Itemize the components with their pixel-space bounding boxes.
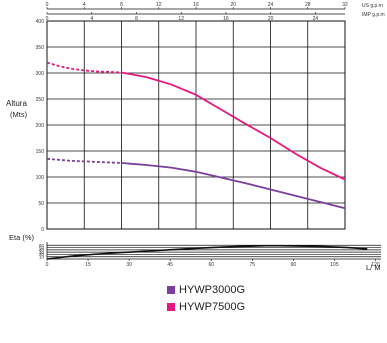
series-dashed-hywp3000g (46, 157, 122, 164)
y-tick-label: 200 (36, 123, 45, 129)
axis-labels: US g.p.m IMP g.p.m Altura (Mts) Eta (%) L/ M (6, 3, 385, 272)
eff-y-tick-label: 40 (39, 248, 45, 253)
top-axis-imp-tick-label: 8 (135, 16, 138, 22)
legend-swatch (167, 303, 175, 311)
y-axis-title: Altura (6, 99, 27, 108)
top-axis-imp-label: IMP g.p.m (362, 12, 385, 18)
x-tick-label: 15 (85, 262, 91, 268)
top-axis-us-tick-label: 16 (193, 2, 199, 8)
y-tick-label: 250 (36, 97, 45, 103)
legend-label: HYWP3000G (179, 284, 246, 296)
top-axis-us-tick-label: 4 (83, 2, 86, 8)
efficiency-series (46, 244, 368, 260)
top-axis-imp-tick-label: 24 (313, 16, 319, 22)
series-line-hywp3000g (121, 162, 346, 210)
eff-y-tick-label: 20 (39, 252, 45, 257)
top-axis-us-tick-label: 12 (156, 2, 162, 8)
eff-y-tick-label: 30 (39, 250, 45, 255)
y-tick-label: 400 (36, 19, 45, 25)
legend-label: HYWP7500G (179, 301, 246, 313)
x-tick-label: 90 (291, 262, 297, 268)
top-axis-imp-tick-label: 0 (46, 16, 49, 22)
x-tick-label: 105 (330, 262, 339, 268)
top-axis-imp-tick-label: 12 (178, 16, 184, 22)
top-axis-us-tick-label: 32 (342, 2, 348, 8)
x-axis-title: L/ M (366, 263, 381, 272)
top-axis-us-label: US g.p.m (362, 3, 383, 9)
y-tick-label: 150 (36, 149, 45, 155)
y-axis-unit: (Mts) (10, 110, 28, 119)
head-series (46, 61, 346, 210)
legend-item-hywp7500g: HYWP7500G (167, 301, 367, 313)
top-axis-imp-tick-label: 4 (90, 16, 93, 22)
top-axis-us-tick-label: 20 (230, 2, 236, 8)
x-tick-label: 0 (46, 262, 49, 268)
top-axis-imp-tick-label: 16 (223, 16, 229, 22)
x-tick-label: 120 (371, 262, 380, 268)
y-tick-label: 350 (36, 45, 45, 51)
plot-frame (46, 20, 346, 230)
top-axis-us-tick-label: 28 (305, 2, 311, 8)
efficiency-line (46, 244, 368, 260)
top-axis-us-tick-label: 0 (46, 2, 49, 8)
top-axis-us-tick-label: 24 (268, 2, 274, 8)
y-tick-label: 50 (38, 201, 44, 207)
legend-item-hywp3000g: HYWP3000G (167, 284, 367, 296)
eff-y-tick-label: 10 (39, 255, 45, 260)
series-line-hywp7500g (121, 71, 346, 181)
x-tick-label: 60 (208, 262, 214, 268)
y-tick-label: 300 (36, 71, 45, 77)
efficiency-axis-title: Eta (%) (9, 233, 35, 242)
eff-y-tick-label: 50 (39, 245, 45, 250)
eff-y-tick-label: 60 (39, 243, 45, 248)
x-tick-label: 75 (250, 262, 256, 268)
top-axis-imp-tick-label: 20 (268, 16, 274, 22)
series-dashed-hywp7500g (46, 61, 122, 74)
y-tick-label: 0 (41, 227, 44, 233)
x-tick-label: 45 (167, 262, 173, 268)
x-tick-label: 30 (126, 262, 132, 268)
top-axis-us-tick-label: 8 (120, 2, 123, 8)
y-tick-label: 100 (36, 175, 45, 181)
legend-swatch (167, 286, 175, 294)
